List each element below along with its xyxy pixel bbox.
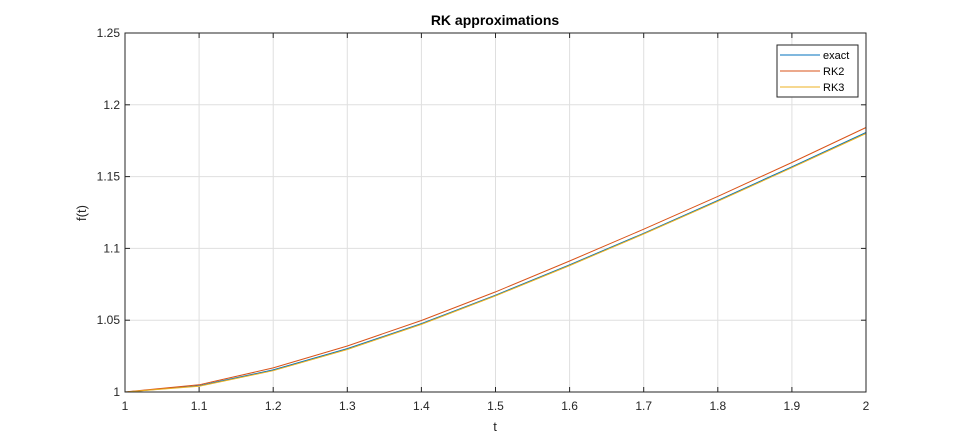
x-axis-label: t [493,419,497,434]
legend-label-exact: exact [823,50,849,62]
x-tick-label: 1.6 [561,399,578,413]
series-line-rk2 [124,127,867,393]
legend-label-rk2: RK2 [823,66,844,78]
x-tick-label: 1.3 [339,399,356,413]
y-tick-label: 1 [113,385,120,399]
axis-ticks [124,32,867,393]
chart-title: RK approximations [431,12,560,28]
series-lines [124,127,867,393]
series-line-rk3 [124,133,867,393]
legend-label-rk3: RK3 [823,82,844,94]
y-tick-label: 1.05 [97,313,121,327]
y-tick-label: 1.1 [103,241,120,255]
y-tick-label: 1.15 [97,170,121,184]
x-tick-label: 1.9 [784,399,801,413]
x-tick-label: 2 [863,399,870,413]
x-tick-label: 1.4 [413,399,430,413]
x-tick-label: 1.8 [709,399,726,413]
x-tick-label: 1.2 [265,399,282,413]
legend: exact RK2 RK3 [776,44,859,98]
x-tick-label: 1.7 [635,399,652,413]
x-tick-label: 1 [122,399,129,413]
y-tick-label: 1.25 [97,26,121,40]
y-axis-label: f(t) [74,205,89,221]
x-tick-label: 1.5 [487,399,504,413]
series-line-exact [124,132,867,393]
x-tick-label: 1.1 [191,399,208,413]
y-tick-label: 1.2 [103,98,120,112]
tick-labels: 1 1.1 1.2 1.3 1.4 1.5 1.6 1.7 1.8 1.9 2 1 1.05 1.1 1.1… [97,26,870,413]
